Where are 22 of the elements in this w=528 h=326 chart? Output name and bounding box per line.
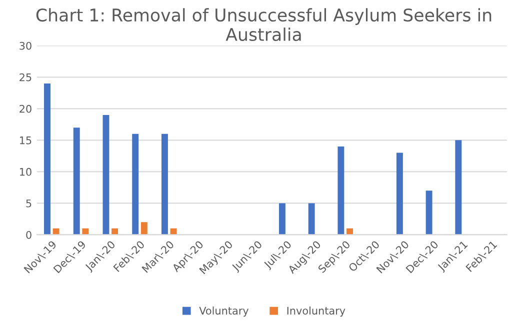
y-tick-label: 5 xyxy=(26,200,32,208)
bar xyxy=(455,140,462,235)
legend-label: Involuntary xyxy=(287,306,346,317)
bar xyxy=(278,203,286,235)
bar xyxy=(161,134,168,235)
bar xyxy=(132,134,139,235)
bar xyxy=(102,114,110,235)
y-tick-label: 10 xyxy=(20,168,32,176)
bar xyxy=(140,222,148,235)
y-tick-label: 25 xyxy=(20,73,32,82)
bar xyxy=(426,190,432,235)
bar xyxy=(308,203,315,235)
chart-title: Chart 1: Removal of Unsuccessful Asylum Seekers in Australia xyxy=(36,8,492,42)
legend-label: Voluntary xyxy=(199,306,249,317)
y-tick-label: 15 xyxy=(20,136,32,144)
bar xyxy=(44,83,50,235)
bar xyxy=(396,152,403,235)
y-tick-label: 0 xyxy=(26,230,32,239)
bar xyxy=(73,128,80,235)
bar xyxy=(338,146,344,235)
y-tick-label: 30 xyxy=(20,42,32,50)
y-tick-label: 20 xyxy=(20,104,32,113)
